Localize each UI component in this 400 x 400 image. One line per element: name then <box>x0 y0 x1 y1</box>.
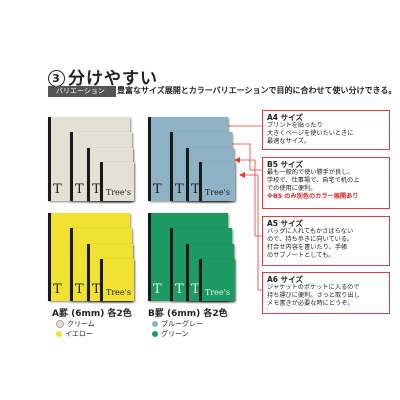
swatch-green: グリーン <box>152 329 189 339</box>
section-title-text: 分けやすい <box>68 69 158 89</box>
notebook-logo: T <box>53 282 62 297</box>
notebook-green-a6: Tree's <box>199 259 235 301</box>
callout-a5: A5 サイズ バッグに入れてもかさばらない ので、持ち歩きに向いている。 打合せ… <box>262 216 390 266</box>
notebook-bluegray-a6: Tree's <box>199 162 235 201</box>
notebook-logo: T <box>75 282 84 297</box>
notebook-logo: T <box>153 182 162 197</box>
callout-line: での使用に便利。 <box>267 185 317 192</box>
notebook-logo: Tree's <box>205 288 230 297</box>
notebook-logo: Tree's <box>106 288 131 297</box>
callout-line: 最も一般的で使い勝手が良し。 <box>267 169 354 176</box>
callout-line: 最適なサイズ。 <box>267 138 311 145</box>
notebook-logo: T <box>191 182 200 197</box>
callout-line: のサブノートとしても。 <box>267 252 335 259</box>
callout-title: A6 サイズ <box>267 275 303 284</box>
connector-a6 <box>245 174 262 291</box>
callout-line: ので、持ち歩きに向いている。 <box>267 236 354 243</box>
callout-title: A5 サイズ <box>267 219 303 228</box>
callout-line: 学校で、仕事場で、自宅で机の上 <box>267 177 360 184</box>
group-b-label: B罫 (6mm) 各2色 <box>148 309 228 319</box>
notebook-logo: T <box>92 282 101 297</box>
notebook-logo: T <box>53 182 62 197</box>
swatch-label: イエロー <box>65 330 93 338</box>
callout-line: 打合せ内容を書いたり、手帳 <box>267 244 348 251</box>
notebook-yellow-a6: Tree's <box>100 259 134 301</box>
callout-line: メモ書きが必要な時にどうぞ。 <box>267 300 354 307</box>
swatch-label: ブルーグレー <box>161 320 203 328</box>
section-subtitle: 豊富なサイズ展開とカラーバリエーションで目的に合わせて使い分けできる。 <box>117 86 397 95</box>
swatch-label: クリーム <box>67 320 95 328</box>
notebook-logo: T <box>191 282 200 297</box>
group-a-label: A罫 (6mm) 各2色 <box>52 309 132 319</box>
callout-line: プリントを貼ったり <box>267 122 323 129</box>
notebook-logo: Tree's <box>205 188 230 197</box>
notebook-logo: T <box>175 282 184 297</box>
callout-a6: A6 サイズ ジャケットのポケットに入るので 持ち運びに便利。さっと取り出し メ… <box>262 272 390 314</box>
callout-title: B5 サイズ <box>267 160 303 169</box>
swatch-label: グリーン <box>161 330 189 338</box>
notebook-logo: T <box>75 182 84 197</box>
bluegray-dot-icon <box>152 321 158 327</box>
callout-line: 大きくページを使いたいときに <box>267 130 354 137</box>
notebook-logo: T <box>153 282 162 297</box>
connector-a5 <box>240 159 262 237</box>
callout-line: バッグに入れてもかさばらない <box>267 228 354 235</box>
section-banner: バリエーション <box>48 86 116 97</box>
notebook-cream-a6: Tree's <box>100 162 134 201</box>
swatch-bluegray: ブルーグレー <box>152 319 203 329</box>
yellow-dot-icon <box>56 331 62 337</box>
notebook-logo: T <box>92 182 101 197</box>
callout-line: 持ち運びに便利。さっと取り出し <box>267 292 360 299</box>
swatch-yellow: イエロー <box>56 329 93 339</box>
notebook-logo: T <box>175 182 184 197</box>
callout-line: ジャケットのポケットに入るので <box>267 284 360 291</box>
callout-title: A4 サイズ <box>267 113 303 122</box>
cream-dot-icon <box>56 320 64 328</box>
callout-a4: A4 サイズ プリントを貼ったり 大きくページを使いたいときに 最適なサイズ。 <box>262 110 390 150</box>
green-dot-icon <box>152 331 158 337</box>
swatch-cream: クリーム <box>56 319 95 329</box>
connector-b5 <box>232 143 262 171</box>
callout-note: ※B5 のみ別色のカラー展開あり <box>267 193 359 200</box>
notebook-logo: Tree's <box>106 188 131 197</box>
callout-b5: B5 サイズ 最も一般的で使い勝手が良し。 学校で、仕事場で、自宅で机の上 での… <box>262 157 390 209</box>
